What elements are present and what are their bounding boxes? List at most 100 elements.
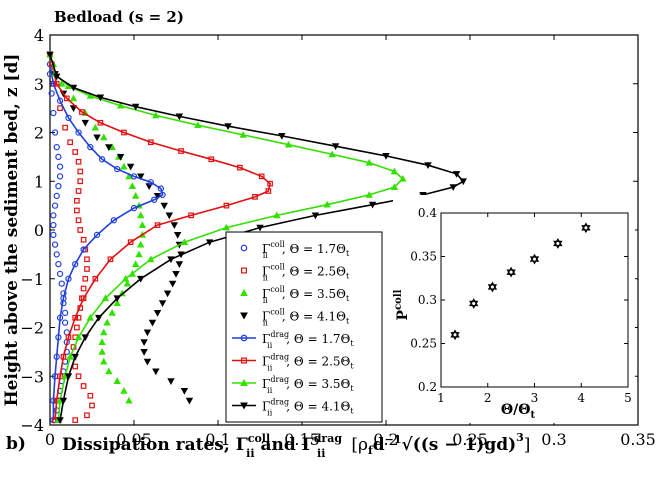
data-point	[80, 246, 87, 253]
data-point	[130, 173, 138, 180]
inset-data-point	[450, 329, 460, 341]
data-point	[399, 174, 407, 182]
data-point	[365, 158, 373, 166]
data-point	[95, 314, 103, 322]
data-point	[71, 353, 79, 361]
data-point	[51, 202, 59, 209]
data-point	[105, 144, 113, 151]
data-point	[131, 192, 140, 199]
data-point	[158, 300, 167, 307]
inset-data-point-part	[450, 332, 460, 341]
data-point	[175, 261, 184, 268]
data-point	[101, 294, 110, 302]
data-point	[449, 184, 457, 191]
data-point	[67, 139, 73, 146]
data-point	[172, 271, 180, 278]
data-point	[56, 163, 64, 170]
inset-x-tick-label: 2	[484, 391, 492, 405]
inset-data-point-part	[506, 266, 516, 275]
data-point	[116, 101, 125, 109]
data-point	[96, 94, 105, 102]
series-coll-3	[51, 71, 194, 405]
data-point	[72, 260, 79, 268]
data-point	[223, 202, 230, 209]
data-point	[63, 329, 70, 336]
data-point	[167, 378, 175, 385]
data-point	[53, 353, 60, 360]
y-tick-label: −2	[20, 319, 44, 338]
data-point	[65, 114, 72, 122]
x-tick-label: 0.2	[373, 430, 398, 449]
x-tick-label: 0.05	[116, 430, 152, 449]
legend-box	[225, 231, 383, 423]
y-tick-label: −4	[20, 416, 44, 435]
data-point	[173, 232, 182, 239]
inset-data-point-part	[581, 222, 591, 231]
y-tick-label: −3	[20, 367, 44, 386]
data-point	[98, 348, 106, 355]
inset-x-tick-label: 5	[624, 391, 632, 405]
inset-y-tick-label: 0.2	[418, 380, 437, 394]
data-point	[137, 211, 145, 219]
data-point	[143, 329, 152, 337]
data-point	[81, 334, 89, 342]
data-point	[46, 51, 54, 59]
data-point	[107, 256, 114, 263]
data-point	[86, 92, 95, 99]
data-point	[131, 260, 140, 267]
data-point	[278, 133, 286, 140]
inset-x-axis-label: Θ/Θt	[501, 402, 536, 421]
data-point	[69, 94, 78, 102]
data-point	[53, 73, 61, 81]
data-point	[64, 373, 73, 381]
legend-entry: Γcoll ii, Θ = 4.1Θt	[240, 308, 350, 328]
data-point	[140, 339, 148, 346]
data-point	[252, 194, 258, 200]
data-point	[100, 357, 108, 365]
data-point	[55, 260, 62, 268]
data-point	[66, 352, 74, 360]
data-point	[89, 402, 95, 409]
data-point	[75, 158, 82, 165]
data-point	[48, 90, 55, 97]
data-point	[237, 164, 243, 171]
data-point	[56, 173, 64, 180]
legend-entry: Γcoll ii, Θ = 1.7Θt	[240, 240, 350, 260]
data-point	[151, 196, 158, 203]
y-tick-label: 4	[34, 26, 44, 45]
data-point	[55, 153, 62, 161]
data-point	[121, 274, 130, 282]
y-tick-label: 1	[34, 172, 44, 191]
data-point	[92, 275, 99, 282]
data-point	[273, 211, 281, 219]
data-point	[56, 270, 64, 278]
data-point	[424, 162, 432, 169]
data-point	[82, 275, 89, 282]
inset-points	[450, 222, 591, 341]
data-point	[116, 154, 125, 161]
data-point	[185, 397, 194, 405]
panel-label: b)	[6, 434, 26, 454]
data-point	[153, 310, 162, 317]
x-tick-label: 0.35	[620, 430, 656, 449]
x-axis-label: Dissipation rates, Γcoll ii and Γdrag ii [ρ…	[62, 431, 530, 460]
data-point	[98, 156, 106, 163]
data-point	[72, 417, 79, 423]
inset-y-tick-label: 0.25	[410, 337, 437, 351]
data-point	[72, 149, 79, 155]
y-tick-label: −1	[20, 270, 44, 289]
data-point	[267, 180, 273, 187]
data-point	[123, 279, 131, 287]
data-point	[53, 80, 60, 87]
data-point	[170, 222, 179, 229]
data-point	[62, 124, 68, 131]
data-point	[125, 172, 133, 180]
inset-chart: 1 2 3 4 5 0.2 0.25 0.3 0.35 0.4 Θ/Θt Pcoll	[393, 195, 635, 423]
data-point	[258, 173, 265, 180]
data-point	[331, 143, 340, 150]
data-point	[138, 221, 147, 228]
data-point	[74, 333, 83, 341]
data-point	[56, 314, 64, 321]
data-point	[152, 368, 160, 376]
data-point	[46, 70, 54, 78]
